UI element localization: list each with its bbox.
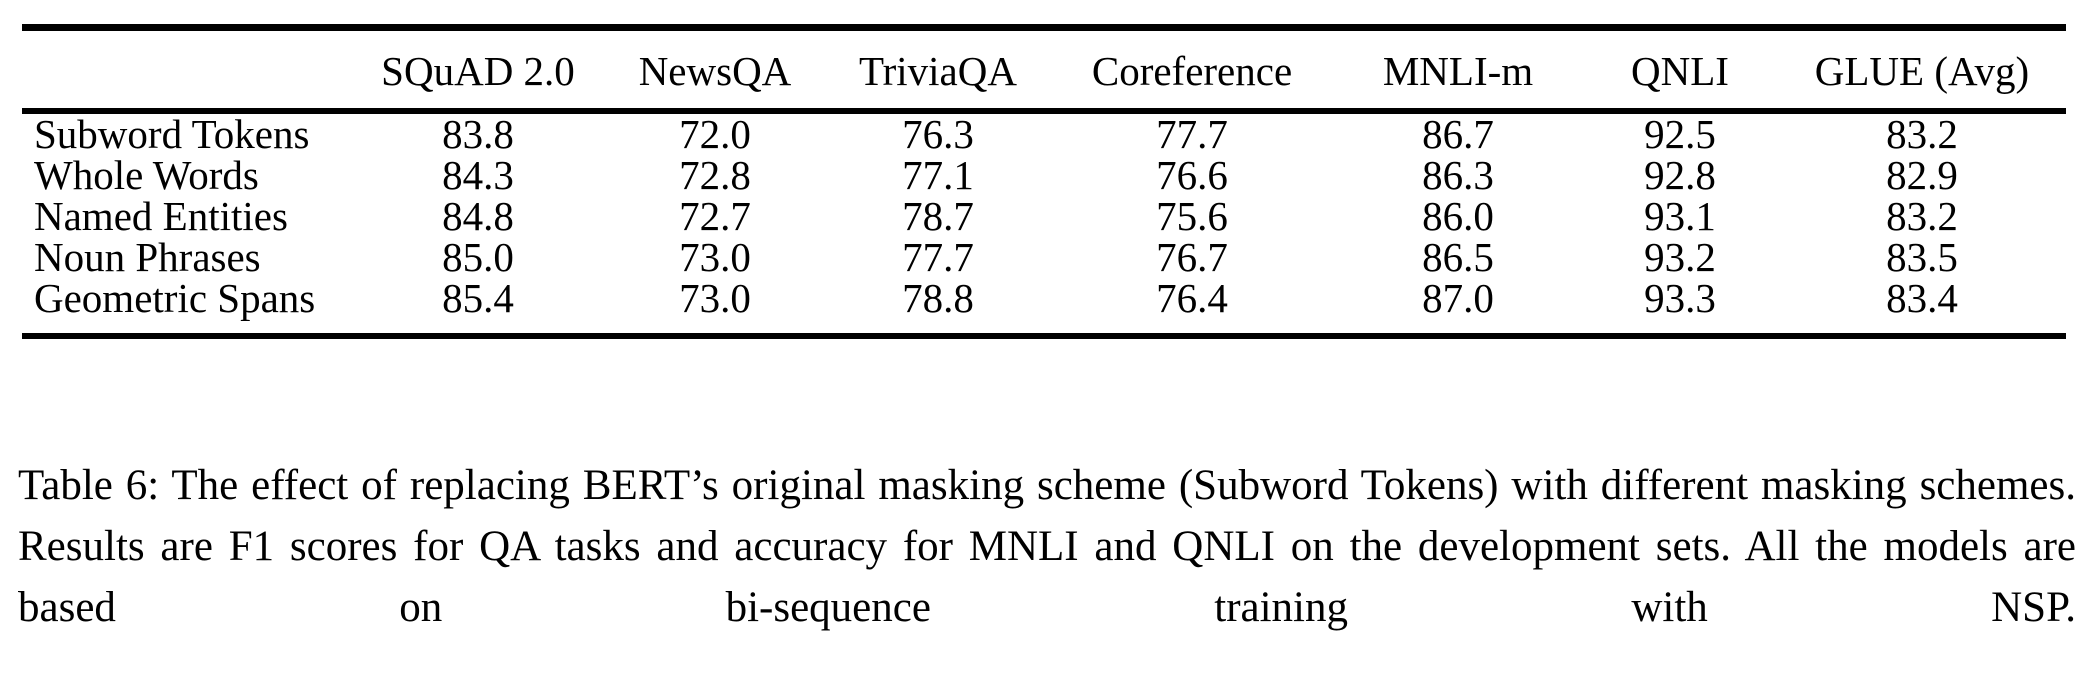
cell-named-entities-mnli-m: 86.0 [1422,193,1494,239]
column-header-triviaqa: TriviaQA [826,24,1050,114]
column-header-newsqa: NewsQA [604,24,826,114]
table-row: Whole Words 84.3 72.8 77.1 76.6 86.3 92.… [22,155,2066,196]
cell-noun-phrases-newsqa: 73.0 [679,234,751,280]
cell-whole-words-mnli-m: 86.3 [1422,152,1494,198]
column-header-qnli: QNLI [1582,24,1778,114]
cell-subword-tokens-triviaqa: 76.3 [902,111,974,157]
cell-subword-tokens-squad: 83.8 [442,111,514,157]
cell-whole-words-qnli: 92.8 [1644,152,1716,198]
column-header-glue-avg: GLUE (Avg) [1778,24,2066,114]
column-header-rowlabel [22,24,352,114]
cell-subword-tokens-coreference: 77.7 [1156,111,1228,157]
table-header-row: SQuAD 2.0 NewsQA TriviaQA Coreference MN… [22,24,2066,114]
cell-named-entities-glue-avg: 83.2 [1886,193,1958,239]
cell-noun-phrases-mnli-m: 86.5 [1422,234,1494,280]
cell-named-entities-squad: 84.8 [442,193,514,239]
table-header: SQuAD 2.0 NewsQA TriviaQA Coreference MN… [22,24,2066,114]
table-row: Subword Tokens 83.8 72.0 76.3 77.7 86.7 … [22,111,2066,155]
cell-noun-phrases-squad: 85.0 [442,234,514,280]
cell-noun-phrases-triviaqa: 77.7 [902,234,974,280]
cell-whole-words-glue-avg: 82.9 [1886,152,1958,198]
table-body: Subword Tokens 83.8 72.0 76.3 77.7 86.7 … [22,111,2066,339]
results-table: SQuAD 2.0 NewsQA TriviaQA Coreference MN… [22,24,2066,339]
cell-whole-words-newsqa: 72.8 [679,152,751,198]
cell-geometric-spans-qnli: 93.3 [1582,278,1778,339]
table-figure-page: SQuAD 2.0 NewsQA TriviaQA Coreference MN… [18,24,2076,631]
cell-subword-tokens-newsqa: 72.0 [679,111,751,157]
cell-noun-phrases-qnli: 93.2 [1644,234,1716,280]
table-row: Named Entities 84.8 72.7 78.7 75.6 86.0 … [22,196,2066,237]
cell-named-entities-coreference: 75.6 [1156,193,1228,239]
cell-geometric-spans-newsqa: 73.0 [604,278,826,339]
cell-geometric-spans-glue-avg: 83.4 [1778,278,2066,339]
cell-noun-phrases-coreference: 76.7 [1156,234,1228,280]
cell-noun-phrases-glue-avg: 83.5 [1886,234,1958,280]
row-label-named-entities: Named Entities [34,193,288,239]
cell-subword-tokens-glue-avg: 83.2 [1886,111,1958,157]
column-header-coreference: Coreference [1050,24,1334,114]
cell-geometric-spans-squad: 85.4 [352,278,604,339]
cell-whole-words-squad: 84.3 [442,152,514,198]
cell-named-entities-triviaqa: 78.7 [902,193,974,239]
row-label-whole-words: Whole Words [34,152,259,198]
table-row: Noun Phrases 85.0 73.0 77.7 76.7 86.5 93… [22,237,2066,278]
cell-geometric-spans-triviaqa: 78.8 [826,278,1050,339]
row-label-geometric-spans: Geometric Spans [22,278,352,339]
results-table-container: SQuAD 2.0 NewsQA TriviaQA Coreference MN… [22,24,2066,339]
cell-whole-words-coreference: 76.6 [1156,152,1228,198]
cell-geometric-spans-mnli-m: 87.0 [1334,278,1582,339]
cell-named-entities-newsqa: 72.7 [679,193,751,239]
cell-whole-words-triviaqa: 77.1 [902,152,974,198]
row-label-subword-tokens: Subword Tokens [34,111,310,157]
cell-subword-tokens-qnli: 92.5 [1644,111,1716,157]
cell-named-entities-qnli: 93.1 [1644,193,1716,239]
column-header-squad: SQuAD 2.0 [352,24,604,114]
table-caption: Table 6: The effect of replacing BERT’s … [18,462,2076,632]
column-header-mnli-m: MNLI-m [1334,24,1582,114]
row-label-noun-phrases: Noun Phrases [34,234,261,280]
table-row: Geometric Spans 85.4 73.0 78.8 76.4 87.0… [22,278,2066,339]
cell-subword-tokens-mnli-m: 86.7 [1422,111,1494,157]
cell-geometric-spans-coreference: 76.4 [1050,278,1334,339]
